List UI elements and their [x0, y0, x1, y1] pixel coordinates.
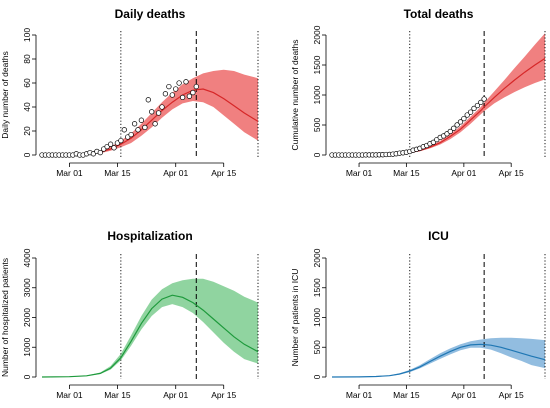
observed-point — [111, 145, 117, 151]
observed-point — [451, 125, 457, 131]
observed-point — [142, 124, 148, 131]
chart-title: ICU — [428, 229, 449, 243]
observed-point — [145, 97, 151, 103]
x-tick-label: Apr 15 — [211, 390, 236, 400]
x-tick-label: Mar 01 — [346, 168, 373, 178]
confidence-band — [42, 69, 258, 155]
observed-point — [138, 117, 145, 123]
y-tick-label: 1000 — [312, 85, 322, 104]
y-axis-label: Number of patients in ICU — [290, 269, 300, 367]
x-tick-label: Mar 01 — [346, 390, 373, 400]
chart-title: Daily deaths — [115, 7, 186, 21]
y-tick-label: 0 — [312, 152, 322, 157]
fitted-line — [41, 294, 259, 378]
chart-title: Hospitalization — [107, 229, 192, 243]
observed-point — [149, 109, 155, 115]
observed-point — [114, 140, 121, 146]
observed-point — [183, 79, 189, 85]
x-tick-label: Mar 15 — [104, 390, 131, 400]
chart-panel-2: Total deaths Cumulative number of deaths 0… — [290, 7, 546, 178]
observed-point — [131, 121, 138, 127]
chart-panel-1: Daily deaths Daily number of deaths 0 20 40 6… — [0, 7, 259, 178]
observed-point — [186, 93, 193, 99]
observed-point — [169, 92, 175, 98]
x-tick-label: Apr 01 — [163, 168, 188, 178]
x-tick-label: Apr 01 — [451, 390, 476, 400]
y-tick-label: 2000 — [312, 25, 322, 44]
observed-point — [107, 141, 114, 147]
y-tick-label: 60 — [22, 78, 32, 88]
y-tick-label: 2000 — [22, 308, 32, 327]
observed-point — [193, 83, 199, 90]
observed-point — [162, 91, 169, 97]
observed-point — [173, 86, 179, 92]
observed-point — [104, 143, 110, 150]
y-tick-label: 2000 — [312, 248, 322, 267]
observed-point — [176, 80, 182, 86]
observed-point — [457, 119, 464, 125]
observed-point — [135, 127, 141, 133]
observed-point — [179, 94, 186, 101]
y-tick-label: 0 — [22, 152, 32, 157]
y-tick-label: 40 — [22, 102, 32, 112]
x-tick-label: Mar 15 — [393, 168, 420, 178]
observed-point — [471, 105, 477, 112]
y-tick-label: 500 — [312, 118, 322, 132]
y-tick-label: 1500 — [312, 278, 322, 297]
observed-point — [121, 127, 127, 133]
y-tick-label: 4000 — [22, 248, 32, 267]
x-tick-label: Mar 15 — [104, 168, 131, 178]
observed-point — [90, 151, 97, 157]
y-tick-label: 1000 — [312, 308, 322, 327]
observed-point — [152, 121, 158, 127]
observed-point — [430, 139, 437, 145]
observed-point — [128, 131, 134, 138]
confidence-band — [42, 278, 258, 377]
y-tick-label: 20 — [22, 126, 32, 136]
y-tick-label: 100 — [22, 28, 32, 42]
chart-title: Total deaths — [404, 7, 474, 21]
y-axis-label: Number of hospitalized patients — [0, 258, 10, 377]
observed-point — [447, 128, 453, 135]
observed-point — [97, 149, 103, 156]
observed-point — [467, 109, 474, 115]
x-tick-label: Mar 01 — [56, 168, 83, 178]
observed-point — [461, 115, 467, 122]
observed-point — [159, 104, 165, 110]
x-tick-label: Mar 15 — [393, 390, 420, 400]
observed-point — [155, 110, 162, 116]
x-tick-label: Apr 15 — [211, 168, 236, 178]
y-tick-label: 1500 — [312, 55, 322, 74]
y-tick-label: 500 — [312, 340, 322, 354]
chart-panel-4: ICU Number of patients in ICU 0 500 1000 1500… — [290, 229, 546, 400]
y-tick-label: 80 — [22, 54, 32, 64]
y-tick-label: 1000 — [22, 338, 32, 357]
y-tick-label: 0 — [22, 374, 32, 379]
x-tick-label: Apr 15 — [499, 168, 524, 178]
fitted-line — [331, 343, 546, 378]
observed-point — [481, 96, 487, 102]
x-tick-label: Mar 01 — [56, 390, 83, 400]
confidence-band — [332, 33, 545, 156]
observed-point — [166, 83, 172, 90]
observed-point — [118, 137, 124, 144]
y-axis-label: Daily number of deaths — [0, 51, 10, 138]
observed-point — [464, 112, 470, 118]
y-axis-label: Cumulative number of deaths — [290, 39, 300, 150]
observed-point — [474, 102, 481, 109]
x-tick-label: Apr 01 — [163, 390, 188, 400]
x-tick-label: Apr 01 — [451, 168, 476, 178]
observed-point — [190, 89, 196, 96]
observed-point — [478, 99, 484, 106]
chart-panel-3: Hospitalization Number of hospitalized pa… — [0, 229, 259, 400]
x-tick-label: Apr 15 — [499, 390, 524, 400]
observed-point — [454, 122, 460, 128]
y-tick-label: 0 — [312, 374, 322, 379]
y-tick-label: 3000 — [22, 278, 32, 297]
